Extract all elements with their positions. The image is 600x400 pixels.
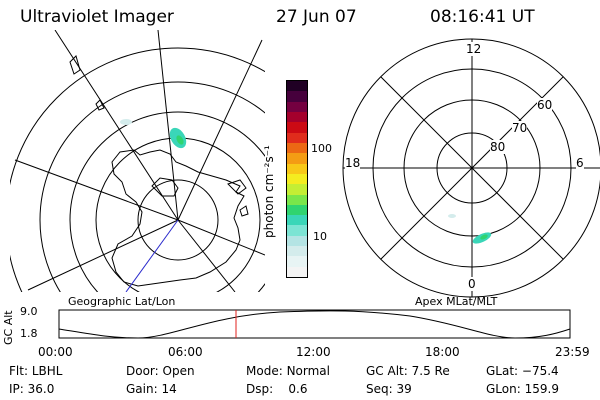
island-outline <box>69 55 81 75</box>
timeline-y-tick-low: 1.8 <box>20 327 38 340</box>
aurora-emission-faint <box>120 119 132 125</box>
colorbar-unit-label: photon cm⁻²s⁻¹ <box>262 145 276 238</box>
colorbar-segment <box>287 173 307 185</box>
dial-outer-circle <box>342 38 600 298</box>
aurora-emission-faint <box>448 214 456 218</box>
mlt-label-bottom: 0 <box>468 277 476 291</box>
header-time: 08:16:41 UT <box>430 7 535 27</box>
status-gain: Gain: 14 <box>126 382 177 396</box>
app-title: Ultraviolet Imager <box>20 7 174 27</box>
colorbar-segment <box>287 194 307 205</box>
meridian-line <box>54 30 179 221</box>
meridian-line <box>177 219 236 292</box>
mlt-label-top: 12 <box>466 42 482 56</box>
aurora-emission <box>472 232 492 244</box>
status-mode: Mode: Normal <box>246 364 330 378</box>
colorbar-segment <box>287 235 307 247</box>
aurora-emission-core <box>480 234 488 240</box>
timeline-y-label: GC Alt <box>2 310 15 345</box>
island-outline <box>239 205 249 217</box>
meridian-line <box>157 30 179 221</box>
lat-label-70: 70 <box>512 121 528 135</box>
meridian-line <box>177 39 263 221</box>
island-outline <box>227 179 247 195</box>
island-outline <box>151 177 179 197</box>
island-outline <box>95 99 105 111</box>
colorbar-segment <box>287 101 307 112</box>
timeline-x-tick: 18:00 <box>425 345 460 359</box>
colorbar-tick-100: 100 <box>311 142 332 155</box>
timeline-x-tick: 00:00 <box>38 345 73 359</box>
colorbar-segment <box>287 225 307 236</box>
status-ip: IP: 36.0 <box>9 382 55 396</box>
colorbar-segment <box>287 122 307 133</box>
aurora-emission-core <box>176 135 184 145</box>
timeline-frame <box>58 309 571 339</box>
lat-label-80: 80 <box>490 140 506 154</box>
colorbar-tick-10: 10 <box>313 230 327 243</box>
mlt-diagonal-line <box>380 76 564 260</box>
mlt-label-right: 6 <box>576 156 584 170</box>
aurora-emission <box>169 127 187 149</box>
colorbar-segment <box>287 153 307 164</box>
meridian-line <box>177 219 265 256</box>
lat-label-60: 60 <box>537 98 553 112</box>
colorbar-segment <box>287 81 307 92</box>
antarctica-coastline <box>111 149 245 287</box>
colorbar-segment <box>287 163 307 174</box>
colorbar-segment <box>287 256 307 267</box>
colorbar-segment <box>287 112 307 123</box>
meridian-line <box>27 219 179 291</box>
geographic-panel-label: Geographic Lat/Lon <box>68 295 176 308</box>
lat-circle <box>137 179 219 261</box>
status-dsp: Dsp: 0.6 <box>246 382 308 396</box>
colorbar-segment <box>287 266 307 277</box>
colorbar-segment <box>287 184 307 195</box>
altitude-curve <box>58 310 571 339</box>
status-gc-alt: GC Alt: 7.5 Re <box>366 364 450 378</box>
magnetic-panel-label: Apex MLat/MLT <box>415 295 498 308</box>
status-glat: GLat: −75.4 <box>486 364 559 378</box>
meridian-line <box>14 159 179 221</box>
header-date: 27 Jun 07 <box>276 7 357 27</box>
mlt-diagonal-line <box>380 76 564 260</box>
status-seq: Seq: 39 <box>366 382 412 396</box>
magnetic-dial <box>342 38 600 298</box>
status-glon: GLon: 159.9 <box>486 382 559 396</box>
status-filter: Flt: LBHL <box>9 364 63 378</box>
colorbar-segment <box>287 246 307 257</box>
colorbar-segment <box>287 142 307 154</box>
timeline-x-tick: 23:59 <box>555 345 590 359</box>
colorbar-segment <box>287 215 307 226</box>
orbit-track <box>125 219 179 292</box>
colorbar-segment <box>287 204 307 216</box>
status-door: Door: Open <box>126 364 195 378</box>
lat-circle <box>95 137 261 292</box>
timeline-x-tick: 06:00 <box>168 345 203 359</box>
intensity-colorbar <box>286 80 308 278</box>
mlt-label-left: 18 <box>345 156 361 170</box>
timeline-y-tick-high: 9.0 <box>20 305 38 318</box>
timeline-x-tick: 12:00 <box>296 345 331 359</box>
colorbar-segment <box>287 91 307 102</box>
colorbar-segment <box>287 132 307 143</box>
